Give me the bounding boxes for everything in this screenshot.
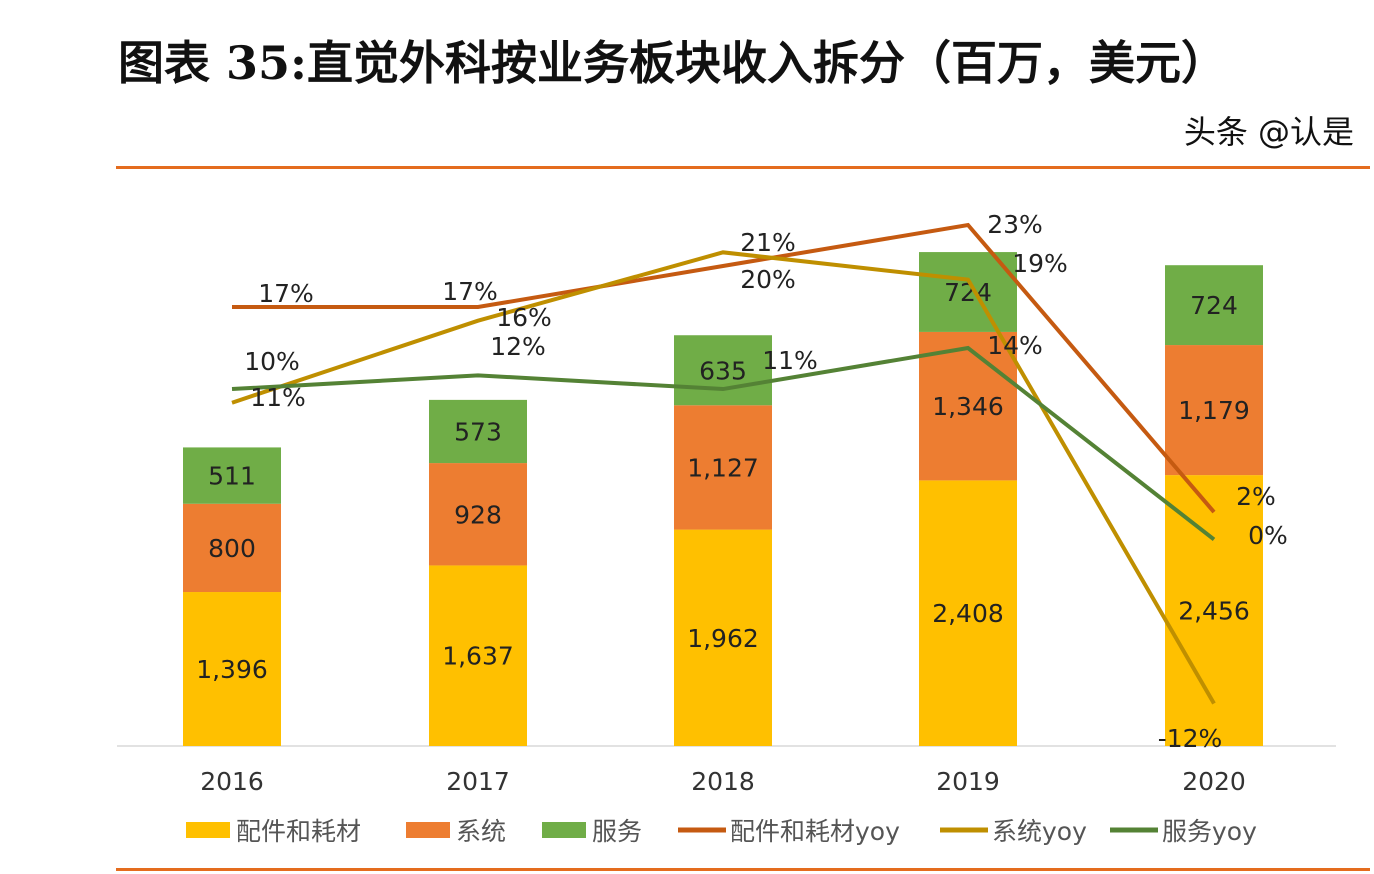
- bar-配件和耗材-2016: [183, 592, 281, 746]
- line-label: 21%: [740, 228, 796, 257]
- line-label: 23%: [987, 210, 1043, 239]
- watermark: 头条 @认是: [1183, 113, 1354, 151]
- bar-服务-2020: [1165, 265, 1263, 346]
- x-tick-label: 2020: [1182, 767, 1246, 796]
- bar-系统-2018: [674, 405, 772, 530]
- line-label: 2%: [1236, 482, 1276, 511]
- bottom-rule: [116, 868, 1370, 871]
- line-label: 17%: [442, 277, 498, 306]
- line-label: 17%: [258, 279, 314, 308]
- line-label: 11%: [762, 346, 818, 375]
- legend-swatch: [186, 822, 230, 838]
- legend-label: 服务: [592, 817, 642, 846]
- bar-服务-2017: [429, 399, 527, 464]
- line-label: 19%: [1012, 249, 1068, 278]
- bar-系统-2016: [183, 503, 281, 593]
- bar-label: 573: [454, 417, 502, 446]
- bar-服务-2018: [674, 335, 772, 406]
- line-label: -12%: [1158, 724, 1223, 753]
- bar-配件和耗材-2018: [674, 529, 772, 746]
- top-rule: [116, 166, 1370, 169]
- bar-label: 511: [208, 462, 256, 491]
- x-tick-label: 2017: [446, 767, 510, 796]
- bar-label: 1,127: [687, 453, 759, 482]
- line-label: 11%: [250, 383, 306, 412]
- legend-label: 服务yoy: [1162, 817, 1257, 846]
- legend-label: 系统: [456, 817, 506, 846]
- x-tick-label: 2019: [936, 767, 1000, 796]
- bar-label: 2,456: [1178, 597, 1250, 626]
- legend-label: 配件和耗材: [236, 817, 361, 846]
- bar-配件和耗材-2017: [429, 565, 527, 746]
- legend-swatch: [542, 822, 586, 838]
- bar-label: 1,346: [932, 392, 1004, 421]
- line-label: 10%: [244, 347, 300, 376]
- bar-系统-2017: [429, 463, 527, 566]
- bar-label: 928: [454, 500, 502, 529]
- line-配件和耗材yoy: [232, 222, 1216, 514]
- bar-label: 2,408: [932, 599, 1004, 628]
- bar-label: 800: [208, 534, 256, 563]
- line-label: 12%: [490, 332, 546, 361]
- x-tick-label: 2018: [691, 767, 755, 796]
- bar-label: 1,637: [442, 642, 514, 671]
- bar-label: 1,179: [1178, 396, 1250, 425]
- line-label: 20%: [740, 265, 796, 294]
- bar-服务-2016: [183, 447, 281, 504]
- line-服务yoy: [231, 345, 1216, 541]
- bar-label: 1,396: [196, 655, 268, 684]
- chart-title: 图表 35:直觉外科按业务板块收入拆分（百万，美元）: [118, 36, 1228, 90]
- line-系统yoy: [231, 250, 1216, 705]
- bar-label: 635: [699, 356, 747, 385]
- line-label: 0%: [1248, 521, 1288, 550]
- legend-label: 配件和耗材yoy: [730, 817, 900, 846]
- bar-label: 724: [1190, 291, 1238, 320]
- x-tick-label: 2016: [200, 767, 264, 796]
- bar-系统-2020: [1165, 345, 1263, 476]
- bar-label: 1,962: [687, 624, 759, 653]
- bar-配件和耗材-2019: [919, 480, 1017, 746]
- line-label: 14%: [987, 331, 1043, 360]
- legend-label: 系统yoy: [992, 817, 1087, 846]
- bar-系统-2019: [919, 331, 1017, 481]
- line-label: 16%: [496, 303, 552, 332]
- legend-swatch: [406, 822, 450, 838]
